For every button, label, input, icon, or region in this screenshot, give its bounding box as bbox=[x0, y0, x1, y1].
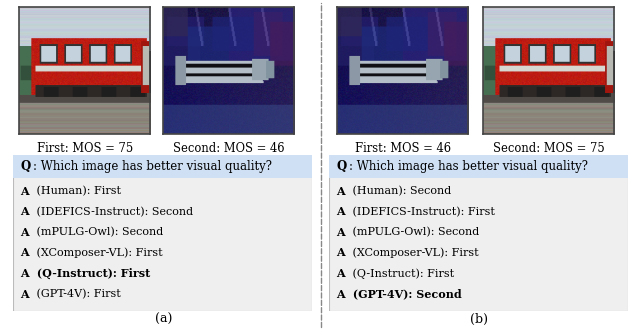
Text: A: A bbox=[20, 268, 29, 279]
Text: A: A bbox=[20, 186, 29, 197]
Text: A: A bbox=[337, 227, 345, 238]
Text: A: A bbox=[20, 289, 29, 300]
Text: (mPULG-Owl): Second: (mPULG-Owl): Second bbox=[33, 227, 163, 237]
Text: (GPT-4V): First: (GPT-4V): First bbox=[33, 289, 121, 299]
Text: Second: MOS = 75: Second: MOS = 75 bbox=[493, 142, 605, 155]
Text: A: A bbox=[337, 206, 345, 217]
Text: A: A bbox=[20, 206, 29, 217]
Text: (Q-Instruct): First: (Q-Instruct): First bbox=[33, 268, 150, 279]
FancyBboxPatch shape bbox=[329, 155, 628, 311]
Text: (mPULG-Owl): Second: (mPULG-Owl): Second bbox=[349, 227, 479, 237]
Text: (XComposer-VL): First: (XComposer-VL): First bbox=[349, 248, 479, 258]
FancyBboxPatch shape bbox=[13, 155, 312, 311]
Text: First: MOS = 75: First: MOS = 75 bbox=[36, 142, 133, 155]
Text: (IDEFICS-Instruct): First: (IDEFICS-Instruct): First bbox=[349, 207, 495, 217]
Text: : Which image has better visual quality?: : Which image has better visual quality? bbox=[33, 160, 272, 173]
Text: (GPT-4V): Second: (GPT-4V): Second bbox=[349, 289, 462, 300]
Text: First: MOS = 46: First: MOS = 46 bbox=[355, 142, 451, 155]
Text: A: A bbox=[337, 186, 345, 197]
Text: (IDEFICS-Instruct): Second: (IDEFICS-Instruct): Second bbox=[33, 207, 193, 217]
Text: A: A bbox=[20, 247, 29, 259]
Text: (Human): Second: (Human): Second bbox=[349, 186, 452, 196]
Text: Q: Q bbox=[20, 160, 31, 173]
Text: (b): (b) bbox=[470, 313, 488, 326]
FancyBboxPatch shape bbox=[13, 155, 312, 178]
Text: A: A bbox=[337, 268, 345, 279]
Text: Second: MOS = 46: Second: MOS = 46 bbox=[173, 142, 285, 155]
Text: : Which image has better visual quality?: : Which image has better visual quality? bbox=[349, 160, 588, 173]
FancyBboxPatch shape bbox=[329, 155, 628, 178]
Text: A: A bbox=[20, 227, 29, 238]
Text: (Q-Instruct): First: (Q-Instruct): First bbox=[349, 268, 454, 279]
Text: A: A bbox=[337, 247, 345, 259]
Text: (XComposer-VL): First: (XComposer-VL): First bbox=[33, 248, 163, 258]
Text: A: A bbox=[337, 289, 345, 300]
Text: (a): (a) bbox=[154, 313, 172, 326]
Text: Q: Q bbox=[337, 160, 347, 173]
Text: (Human): First: (Human): First bbox=[33, 186, 121, 196]
